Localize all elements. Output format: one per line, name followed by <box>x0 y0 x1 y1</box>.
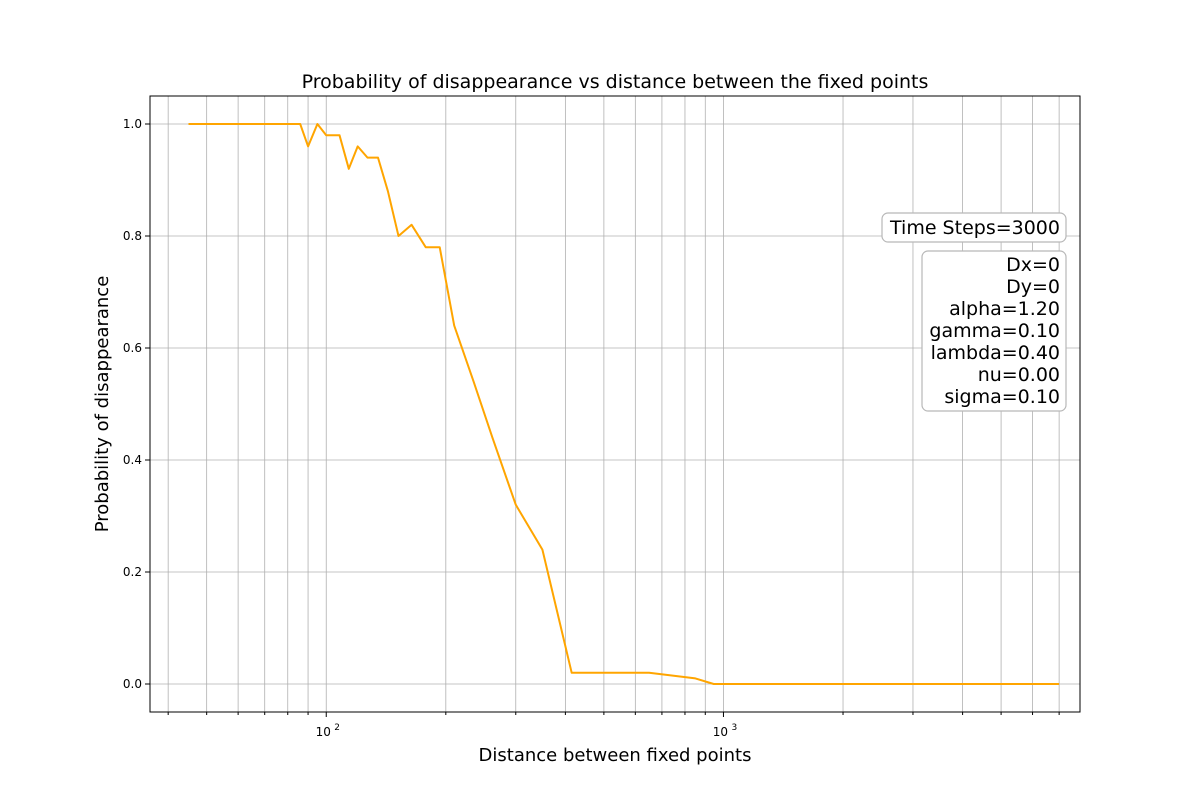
y-tick-label: 1.0 <box>123 117 142 131</box>
plot-frame <box>149 95 1081 713</box>
x-axis-label: Distance between fixed points <box>479 745 752 766</box>
time-steps-box <box>881 212 1067 243</box>
series-layer <box>188 123 1060 685</box>
param-nu: nu=0.00 <box>978 364 1060 386</box>
param-dx: Dx=0 <box>1006 254 1060 276</box>
x-tick-label-exponent: 2 <box>334 723 340 733</box>
y-axis-ticks: 0.0 0.2 0.4 0.6 0.8 1.0 <box>123 117 150 691</box>
y-tick-label: 0.2 <box>123 565 142 579</box>
y-axis-label: Probability of disappearance <box>92 276 113 533</box>
param-lambda: lambda=0.40 <box>931 342 1060 364</box>
y-tick-label: 0.0 <box>123 677 142 691</box>
param-dy: Dy=0 <box>1006 276 1060 298</box>
time-steps-annotation: Time Steps=3000 <box>881 212 1067 243</box>
y-tick-label: 0.4 <box>123 453 142 467</box>
x-axis-ticks: 10 2 10 3 <box>167 712 1060 739</box>
chart-title: Probability of disappearance vs distance… <box>302 71 929 93</box>
parameters-box <box>921 250 1067 412</box>
time-steps-label: Time Steps=3000 <box>889 217 1060 239</box>
param-alpha: alpha=1.20 <box>949 298 1060 320</box>
param-sigma: sigma=0.10 <box>944 386 1060 408</box>
series-line <box>188 123 1060 685</box>
parameters-annotation: Dx=0 Dy=0 alpha=1.20 gamma=0.10 lambda=0… <box>921 250 1067 412</box>
y-tick-label: 0.6 <box>123 341 142 355</box>
x-tick-label-exponent: 3 <box>731 723 737 733</box>
x-tick-label: 10 <box>316 725 331 739</box>
x-tick-label: 10 <box>713 725 728 739</box>
param-gamma: gamma=0.10 <box>929 320 1060 342</box>
y-tick-label: 0.8 <box>123 229 142 243</box>
